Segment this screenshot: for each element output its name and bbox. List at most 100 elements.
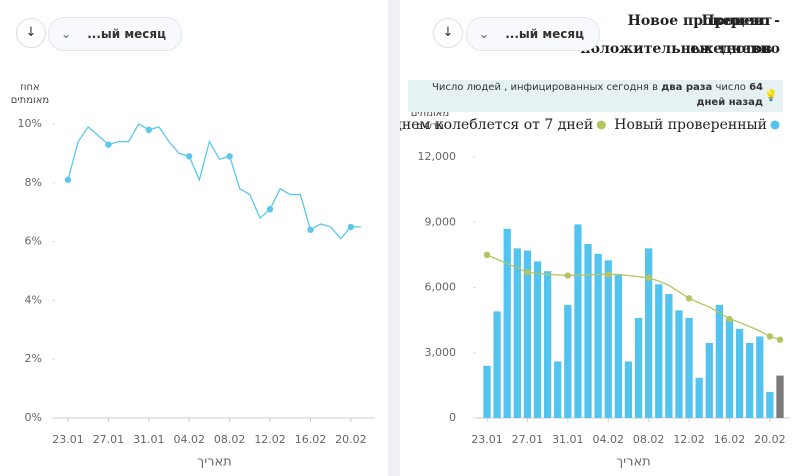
bar bbox=[675, 310, 683, 418]
x-axis-label: תאריך bbox=[616, 455, 650, 470]
line bbox=[67, 123, 361, 240]
marker bbox=[186, 153, 193, 160]
bar bbox=[594, 253, 602, 418]
marker bbox=[105, 141, 112, 148]
bar bbox=[543, 271, 552, 418]
x-tick-label: 27.01 bbox=[512, 433, 544, 446]
y-tick-label: 0 bbox=[449, 411, 456, 424]
x-tick-label: 08.02 bbox=[633, 433, 665, 446]
y-axis-label: אחוז bbox=[20, 82, 39, 93]
bar bbox=[756, 336, 764, 418]
bar bbox=[665, 294, 673, 418]
legend-swatch bbox=[596, 120, 606, 130]
bar bbox=[645, 248, 653, 418]
download-button[interactable]: ↓ bbox=[16, 18, 46, 48]
marker bbox=[64, 176, 72, 184]
bar bbox=[715, 304, 724, 418]
panel-title: Новое проверено - ежедневно bbox=[627, 13, 780, 57]
bar bbox=[584, 244, 592, 418]
y-tick-label: 0% bbox=[25, 411, 42, 424]
marker bbox=[564, 272, 572, 279]
period-dropdown[interactable]: ⌄ ...ый месяц bbox=[466, 17, 600, 51]
y-axis-label: מאומתים bbox=[411, 108, 449, 119]
chevron: ⌄ bbox=[61, 27, 72, 41]
dropdown-label: ...ый месяц bbox=[87, 27, 167, 41]
marker bbox=[226, 153, 233, 160]
x-tick-label: 08.02 bbox=[214, 433, 246, 446]
marker bbox=[145, 126, 153, 134]
bar bbox=[634, 317, 643, 418]
bar bbox=[695, 377, 703, 418]
x-tick-label: 16.02 bbox=[714, 433, 746, 446]
banner-bold: 64 bbox=[749, 82, 763, 93]
legend-label: Новый проверенный bbox=[614, 117, 767, 133]
y-axis-label: חדשים bbox=[416, 121, 444, 132]
bar bbox=[705, 342, 713, 418]
marker bbox=[347, 223, 355, 231]
y-tick-label: 6% bbox=[25, 235, 42, 248]
marker bbox=[307, 226, 314, 234]
bar bbox=[513, 248, 521, 418]
bar bbox=[624, 361, 633, 418]
panel-title: Процент положительных тестов bbox=[580, 13, 772, 57]
bar bbox=[564, 304, 572, 418]
marker bbox=[726, 315, 733, 323]
bar bbox=[604, 260, 612, 418]
x-tick-label: 23.01 bbox=[471, 433, 503, 446]
bar bbox=[685, 317, 693, 418]
banner-bold: дней назад bbox=[696, 97, 763, 108]
x-tick-label: 12.02 bbox=[254, 433, 286, 446]
bar bbox=[766, 391, 774, 418]
bar bbox=[503, 228, 511, 418]
download-button[interactable]: ↓ bbox=[433, 18, 463, 48]
chart: 0 3,000 6,000 9,000 12,000 23.01 27.01 31.01 04.… bbox=[376, 108, 790, 470]
x-tick-label: 04.02 bbox=[592, 433, 624, 446]
y-tick-label: 2% bbox=[25, 352, 42, 365]
marker bbox=[685, 295, 693, 302]
x-tick-label: 31.01 bbox=[133, 433, 165, 446]
y-tick-label: 3,000 bbox=[425, 346, 457, 359]
x-tick-label: 27.01 bbox=[93, 433, 125, 446]
banner-text: Число людей , инфицированных сегодня в bbox=[432, 82, 662, 93]
bar bbox=[746, 342, 754, 418]
marker bbox=[524, 269, 531, 276]
bar bbox=[614, 274, 622, 418]
divider bbox=[388, 0, 400, 476]
y-tick-label: 10% bbox=[18, 117, 42, 130]
bar bbox=[655, 284, 663, 418]
x-axis-label: תאריך bbox=[197, 455, 231, 470]
bar bbox=[493, 311, 501, 418]
chevron: ⌄ bbox=[479, 27, 490, 41]
bar bbox=[725, 319, 734, 418]
bulb-icon: 💡 bbox=[764, 89, 778, 102]
bar bbox=[533, 261, 542, 418]
x-tick-label: 12.02 bbox=[673, 433, 705, 446]
period-dropdown[interactable]: ⌄ ...ый месяц bbox=[48, 17, 182, 51]
chart: 0% 2% 4% 6% 8% 10% 23.01 27.01 31.01 04.02 08.02 12… bbox=[11, 82, 375, 470]
banner-bold: два раза bbox=[661, 82, 713, 93]
marker bbox=[605, 271, 612, 278]
x-tick-label: 31.01 bbox=[552, 433, 584, 446]
x-tick-label: 16.02 bbox=[295, 433, 327, 446]
bar bbox=[574, 224, 582, 418]
marker bbox=[776, 336, 784, 343]
y-tick-label: 4% bbox=[25, 293, 42, 306]
y-tick-label: 6,000 bbox=[425, 281, 457, 294]
bar bbox=[735, 328, 744, 418]
legend-label: реднем колеблется от 7 дней bbox=[376, 117, 593, 133]
y-axis-label: מאומתים bbox=[11, 95, 49, 106]
info-banner: Число людей , инфицированных сегодня в д… bbox=[408, 80, 783, 112]
marker bbox=[266, 206, 274, 213]
x-tick-label: 20.02 bbox=[754, 433, 786, 446]
marker bbox=[645, 274, 652, 281]
y-tick-label: 9,000 bbox=[425, 215, 457, 228]
marker bbox=[483, 251, 491, 259]
y-tick-label: 12,000 bbox=[418, 150, 457, 163]
bar bbox=[483, 365, 491, 418]
y-tick-label: 8% bbox=[25, 176, 42, 189]
x-tick-label: 23.01 bbox=[52, 433, 84, 446]
x-tick-label: 04.02 bbox=[173, 433, 205, 446]
dropdown-label: ...ый месяц bbox=[505, 27, 585, 41]
